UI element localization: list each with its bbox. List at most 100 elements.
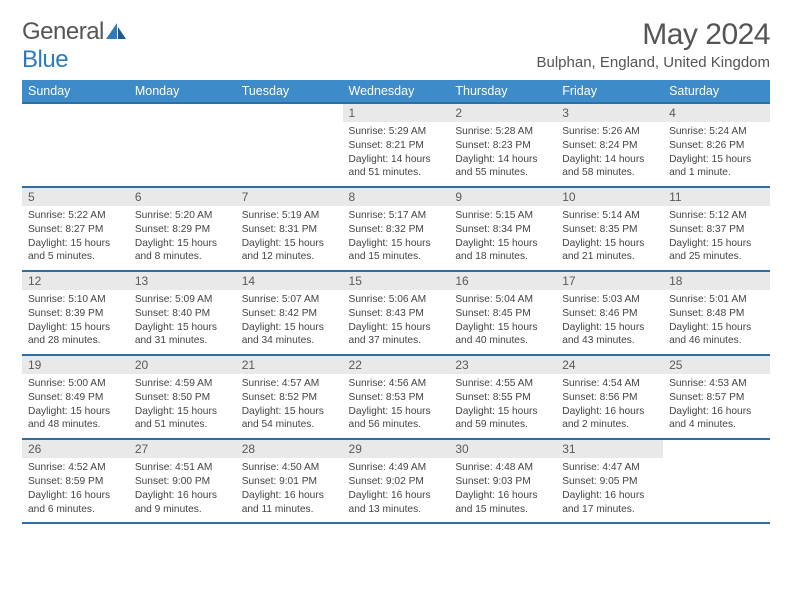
day-number-cell: 20 [129, 355, 236, 374]
day-detail-cell: Sunrise: 5:17 AMSunset: 8:32 PMDaylight:… [343, 206, 450, 271]
day-detail-cell: Sunrise: 4:57 AMSunset: 8:52 PMDaylight:… [236, 374, 343, 439]
day-number-cell: 7 [236, 187, 343, 206]
sunset-text: Sunset: 8:29 PM [135, 223, 230, 237]
day-number-cell [22, 103, 129, 122]
day-detail-cell: Sunrise: 5:12 AMSunset: 8:37 PMDaylight:… [663, 206, 770, 271]
sunset-text: Sunset: 8:37 PM [669, 223, 764, 237]
day-detail-cell: Sunrise: 4:49 AMSunset: 9:02 PMDaylight:… [343, 458, 450, 523]
day-detail-row: Sunrise: 5:29 AMSunset: 8:21 PM Daylight:… [22, 122, 770, 187]
weekday-header: Saturday [663, 80, 770, 103]
day-detail-cell: Sunrise: 5:07 AMSunset: 8:42 PMDaylight:… [236, 290, 343, 355]
sunrise-text: Sunrise: 4:56 AM [349, 377, 444, 391]
sunrise-text: Sunrise: 5:04 AM [455, 293, 550, 307]
day-detail-cell: Sunrise: 4:47 AMSunset: 9:05 PMDaylight:… [556, 458, 663, 523]
daylight-text: Daylight: 16 hours and 17 minutes. [562, 489, 657, 517]
daylight-text: Daylight: 15 hours and 1 minute. [669, 153, 764, 181]
sunrise-text: Sunrise: 4:51 AM [135, 461, 230, 475]
day-number-cell [663, 439, 770, 458]
logo-text: General Blue [22, 18, 126, 74]
sunset-text: Sunset: 8:45 PM [455, 307, 550, 321]
day-detail-cell: Sunrise: 5:29 AMSunset: 8:21 PMDaylight:… [343, 122, 450, 187]
sunset-text: Sunset: 8:27 PM [28, 223, 123, 237]
logo-word2: Blue [22, 46, 68, 73]
day-number-cell: 8 [343, 187, 450, 206]
day-detail-row: Sunrise: 5:00 AMSunset: 8:49 PMDaylight:… [22, 374, 770, 439]
weekday-header: Wednesday [343, 80, 450, 103]
sunrise-text: Sunrise: 5:09 AM [135, 293, 230, 307]
day-number-cell: 1 [343, 103, 450, 122]
sunrise-text: Sunrise: 4:53 AM [669, 377, 764, 391]
day-number-cell: 22 [343, 355, 450, 374]
daylight-text: Daylight: 14 hours and 55 minutes. [455, 153, 550, 181]
sunrise-text: Sunrise: 4:50 AM [242, 461, 337, 475]
daylight-text: Daylight: 15 hours and 59 minutes. [455, 405, 550, 433]
sunset-text: Sunset: 8:57 PM [669, 391, 764, 405]
daylight-text: Daylight: 14 hours and 58 minutes. [562, 153, 657, 181]
sunrise-text: Sunrise: 5:29 AM [349, 125, 444, 139]
daylight-text: Daylight: 15 hours and 31 minutes. [135, 321, 230, 349]
sunrise-text: Sunrise: 4:48 AM [455, 461, 550, 475]
daylight-text: Daylight: 15 hours and 43 minutes. [562, 321, 657, 349]
daylight-text: Daylight: 15 hours and 40 minutes. [455, 321, 550, 349]
day-number-cell: 14 [236, 271, 343, 290]
sunrise-text: Sunrise: 4:57 AM [242, 377, 337, 391]
daylight-text: Daylight: 15 hours and 12 minutes. [242, 237, 337, 265]
sunrise-text: Sunrise: 5:12 AM [669, 209, 764, 223]
calendar-page: General Blue May 2024 Bulphan, England, … [0, 0, 792, 524]
day-detail-cell: Sunrise: 4:52 AMSunset: 8:59 PMDaylight:… [22, 458, 129, 523]
day-number-cell: 27 [129, 439, 236, 458]
day-number-cell: 5 [22, 187, 129, 206]
day-detail-cell: Sunrise: 4:48 AMSunset: 9:03 PMDaylight:… [449, 458, 556, 523]
day-detail-cell: Sunrise: 5:22 AMSunset: 8:27 PMDaylight:… [22, 206, 129, 271]
day-number-cell: 3 [556, 103, 663, 122]
day-number-cell: 12 [22, 271, 129, 290]
day-number-cell: 19 [22, 355, 129, 374]
title-block: May 2024 Bulphan, England, United Kingdo… [537, 18, 771, 71]
sunset-text: Sunset: 8:43 PM [349, 307, 444, 321]
sunset-text: Sunset: 8:52 PM [242, 391, 337, 405]
sunset-text: Sunset: 8:21 PM [349, 139, 444, 153]
sunrise-text: Sunrise: 5:03 AM [562, 293, 657, 307]
sunset-text: Sunset: 8:56 PM [562, 391, 657, 405]
day-detail-cell: Sunrise: 4:51 AMSunset: 9:00 PMDaylight:… [129, 458, 236, 523]
day-detail-cell: Sunrise: 5:28 AMSunset: 8:23 PMDaylight:… [449, 122, 556, 187]
sunset-text: Sunset: 8:59 PM [28, 475, 123, 489]
weekday-header: Tuesday [236, 80, 343, 103]
sunset-text: Sunset: 8:40 PM [135, 307, 230, 321]
sunrise-text: Sunrise: 5:01 AM [669, 293, 764, 307]
daylight-text: Daylight: 16 hours and 13 minutes. [349, 489, 444, 517]
sunset-text: Sunset: 8:23 PM [455, 139, 550, 153]
day-number-row: 19202122232425 [22, 355, 770, 374]
sunrise-text: Sunrise: 5:26 AM [562, 125, 657, 139]
sunset-text: Sunset: 9:05 PM [562, 475, 657, 489]
sunrise-text: Sunrise: 5:10 AM [28, 293, 123, 307]
day-detail-cell: Sunrise: 5:20 AMSunset: 8:29 PMDaylight:… [129, 206, 236, 271]
daylight-text: Daylight: 15 hours and 5 minutes. [28, 237, 123, 265]
sunset-text: Sunset: 9:00 PM [135, 475, 230, 489]
sunrise-text: Sunrise: 5:17 AM [349, 209, 444, 223]
day-detail-cell: Sunrise: 4:55 AMSunset: 8:55 PMDaylight:… [449, 374, 556, 439]
daylight-text: Daylight: 15 hours and 15 minutes. [349, 237, 444, 265]
sunrise-text: Sunrise: 4:52 AM [28, 461, 123, 475]
day-detail-cell [236, 122, 343, 187]
day-number-cell: 9 [449, 187, 556, 206]
sunset-text: Sunset: 8:24 PM [562, 139, 657, 153]
day-number-cell: 4 [663, 103, 770, 122]
day-number-cell: 16 [449, 271, 556, 290]
day-number-cell: 11 [663, 187, 770, 206]
day-detail-cell [663, 458, 770, 523]
sunrise-text: Sunrise: 5:20 AM [135, 209, 230, 223]
sunrise-text: Sunrise: 5:24 AM [669, 125, 764, 139]
sunset-text: Sunset: 8:49 PM [28, 391, 123, 405]
daylight-text: Daylight: 15 hours and 51 minutes. [135, 405, 230, 433]
day-number-row: 567891011 [22, 187, 770, 206]
logo: General Blue [22, 18, 126, 74]
sunrise-text: Sunrise: 5:19 AM [242, 209, 337, 223]
sunset-text: Sunset: 8:50 PM [135, 391, 230, 405]
weekday-header: Sunday [22, 80, 129, 103]
daylight-text: Daylight: 15 hours and 54 minutes. [242, 405, 337, 433]
day-detail-cell: Sunrise: 5:26 AMSunset: 8:24 PMDaylight:… [556, 122, 663, 187]
weekday-header-row: SundayMondayTuesdayWednesdayThursdayFrid… [22, 80, 770, 103]
day-detail-cell: Sunrise: 4:56 AMSunset: 8:53 PMDaylight:… [343, 374, 450, 439]
daylight-text: Daylight: 15 hours and 46 minutes. [669, 321, 764, 349]
